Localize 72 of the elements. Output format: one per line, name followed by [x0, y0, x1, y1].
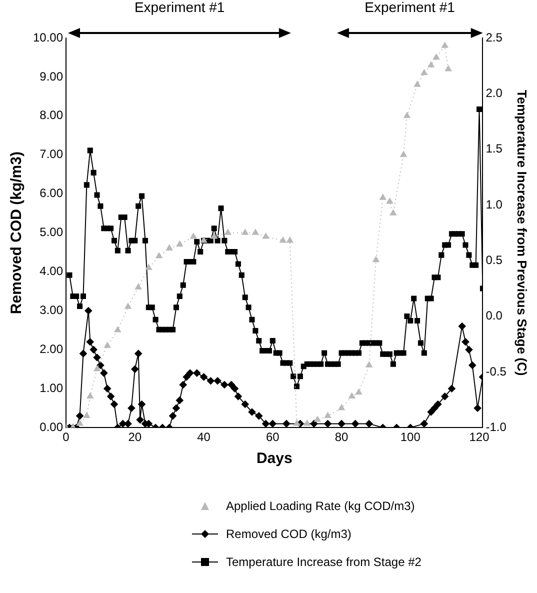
point — [293, 420, 300, 426]
y-tick-label: 6.00 — [40, 186, 64, 200]
point — [348, 392, 356, 399]
point — [242, 229, 248, 235]
point — [442, 42, 448, 48]
y2-tick-label: 0.5 — [486, 252, 503, 267]
point — [414, 81, 421, 87]
point — [386, 198, 394, 204]
point — [280, 236, 286, 243]
point — [135, 284, 142, 290]
point — [372, 256, 380, 262]
y2-tick-label: 2.5 — [486, 30, 503, 44]
point — [145, 264, 152, 270]
point — [252, 229, 259, 235]
point — [404, 112, 410, 118]
point — [314, 416, 321, 422]
legend-label: Temperature Increase from Stage #2 — [226, 555, 422, 569]
x-tick-label: 80 — [334, 430, 349, 444]
y-tick-label: 3.00 — [40, 303, 64, 318]
y-tick-label: 2.00 — [40, 342, 64, 356]
point — [86, 392, 94, 399]
point — [190, 232, 197, 239]
y-tick-label: 7.00 — [40, 147, 64, 162]
y2-tick-label: 0.0 — [486, 308, 503, 323]
point — [390, 210, 396, 216]
x-tick-label: 40 — [197, 430, 211, 444]
point — [156, 252, 162, 258]
point — [210, 232, 218, 239]
point — [428, 62, 434, 68]
legend-label: Applied Loading Rate (kg COD/m3) — [226, 499, 415, 513]
point — [94, 365, 100, 372]
y-axis-title: Removed COD (kg/m3) — [8, 152, 26, 314]
point — [380, 194, 386, 200]
point — [420, 69, 428, 76]
point — [104, 342, 111, 348]
point — [76, 420, 84, 426]
point — [445, 65, 452, 72]
y-tick-label: 10.00 — [33, 30, 64, 44]
point — [355, 388, 362, 395]
point — [400, 151, 407, 157]
y2-tick-label: 2.0 — [486, 86, 503, 100]
legend-label: Removed COD (kg/m3) — [226, 527, 352, 541]
x-tick-label: 100 — [400, 430, 421, 444]
text: Experiment #1 — [134, 0, 225, 15]
y-tick-label: 5.00 — [40, 225, 64, 240]
x-tick-label: 0 — [62, 430, 70, 444]
y2-tick-label: -0.5 — [486, 364, 507, 378]
point — [304, 420, 310, 426]
y2-tick-label: 1.0 — [486, 197, 503, 212]
point — [324, 412, 332, 418]
y2-tick-label: 1.5 — [486, 142, 503, 156]
point — [338, 404, 345, 410]
x-tick-label: 20 — [128, 430, 142, 444]
point — [124, 303, 132, 309]
point — [83, 412, 90, 418]
point — [432, 54, 440, 60]
y2-axis-title: Temperature Increase from Previous Stage (C) — [514, 90, 530, 376]
point — [366, 362, 372, 368]
y-tick-label: 9.00 — [40, 69, 64, 84]
point — [286, 236, 294, 243]
y-tick-label: 0.00 — [40, 420, 64, 434]
y-tick-label: 1.00 — [40, 380, 64, 395]
point — [166, 244, 173, 250]
point — [224, 229, 232, 235]
y-tick-label: 8.00 — [40, 108, 64, 122]
point — [262, 232, 270, 239]
point — [176, 240, 183, 247]
point — [114, 326, 121, 332]
x-tick-label: 60 — [266, 430, 280, 444]
text: Experiment #1 — [364, 0, 455, 15]
y-tick-label: 4.00 — [40, 264, 64, 278]
x-axis-title: Days — [256, 450, 292, 468]
